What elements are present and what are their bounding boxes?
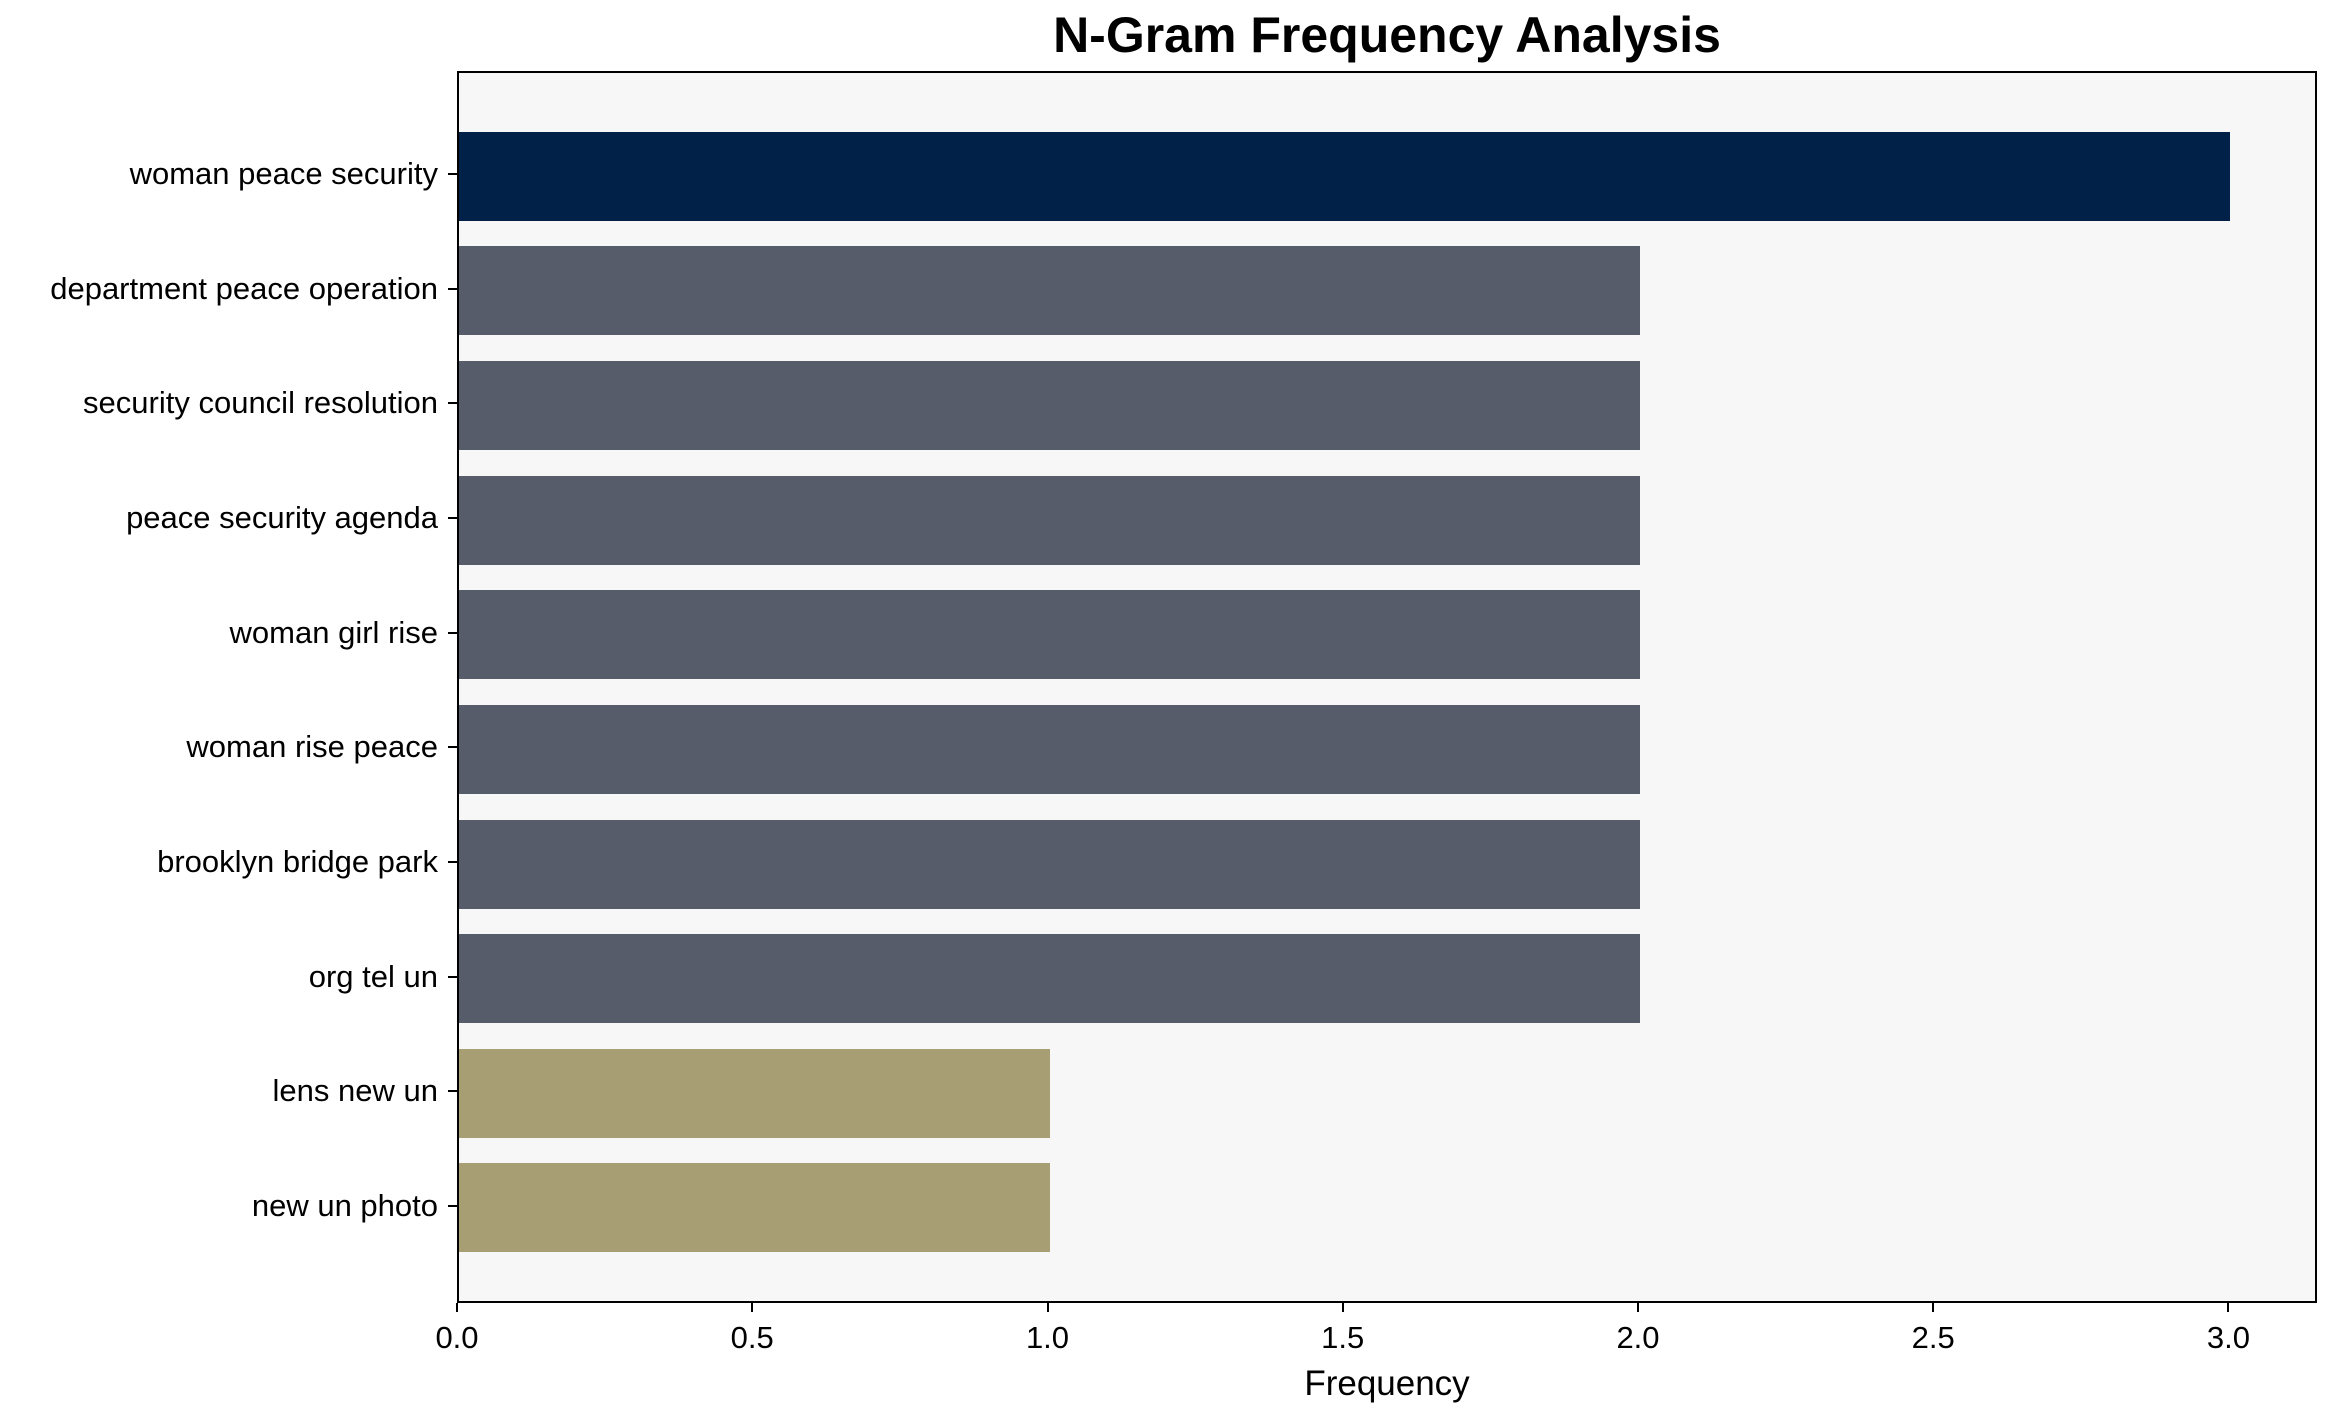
x-tick <box>1046 1303 1049 1312</box>
y-tick <box>448 975 457 978</box>
y-tick <box>448 1204 457 1207</box>
bar-security-council-resolution <box>459 360 1640 450</box>
y-tick <box>448 631 457 634</box>
x-tick-label-2.0: 2.0 <box>1616 1320 1660 1355</box>
category-label-security-council-resolution: security council resolution <box>83 385 438 421</box>
bar-org-tel-un <box>459 934 1640 1024</box>
x-tick-label-1.0: 1.0 <box>1025 1320 1070 1355</box>
x-tick <box>751 1303 754 1312</box>
x-axis-label: Frequency <box>1304 1364 1470 1403</box>
chart-title: N-Gram Frequency Analysis <box>1053 7 1721 63</box>
bar-brooklyn-bridge-park <box>459 819 1640 909</box>
y-tick <box>448 517 457 519</box>
x-tick <box>1932 1303 1935 1312</box>
category-label-woman-girl-rise: woman girl rise <box>229 614 438 650</box>
x-tick-label-0.0: 0.0 <box>435 1320 479 1355</box>
bar-department-peace-operation <box>459 246 1640 336</box>
x-tick-label-0.5: 0.5 <box>730 1320 774 1355</box>
bar-new-un-photo <box>459 1163 1050 1253</box>
x-tick-label-1.5: 1.5 <box>1321 1320 1365 1355</box>
category-label-org-tel-un: org tel un <box>308 958 438 994</box>
bar-peace-security-agenda <box>459 475 1640 565</box>
y-tick <box>448 861 457 863</box>
x-tick-label-2.5: 2.5 <box>1911 1320 1955 1355</box>
x-tick <box>1637 1303 1639 1312</box>
bar-lens-new-un <box>459 1048 1050 1138</box>
y-tick <box>448 1090 457 1093</box>
category-label-woman-rise-peace: woman rise peace <box>186 729 438 765</box>
x-tick <box>2227 1303 2230 1312</box>
y-tick <box>448 402 457 405</box>
x-tick <box>456 1303 458 1312</box>
bar-woman-girl-rise <box>459 590 1640 680</box>
category-label-woman-peace-security: woman peace security <box>129 156 438 191</box>
x-tick <box>1341 1303 1344 1312</box>
category-label-lens-new-un: lens new un <box>272 1073 438 1109</box>
x-tick-label-3.0: 3.0 <box>2206 1320 2250 1355</box>
bar-woman-peace-security <box>459 131 2231 221</box>
y-tick <box>448 287 457 290</box>
plot-area <box>457 71 2317 1303</box>
category-label-department-peace-operation: department peace operation <box>50 270 438 306</box>
category-label-brooklyn-bridge-park: brooklyn bridge park <box>157 844 438 879</box>
category-label-peace-security-agenda: peace security agenda <box>126 500 438 535</box>
y-tick <box>448 173 457 175</box>
y-tick <box>448 746 457 749</box>
category-label-new-un-photo: new un photo <box>251 1187 438 1223</box>
bar-woman-rise-peace <box>459 704 1640 794</box>
